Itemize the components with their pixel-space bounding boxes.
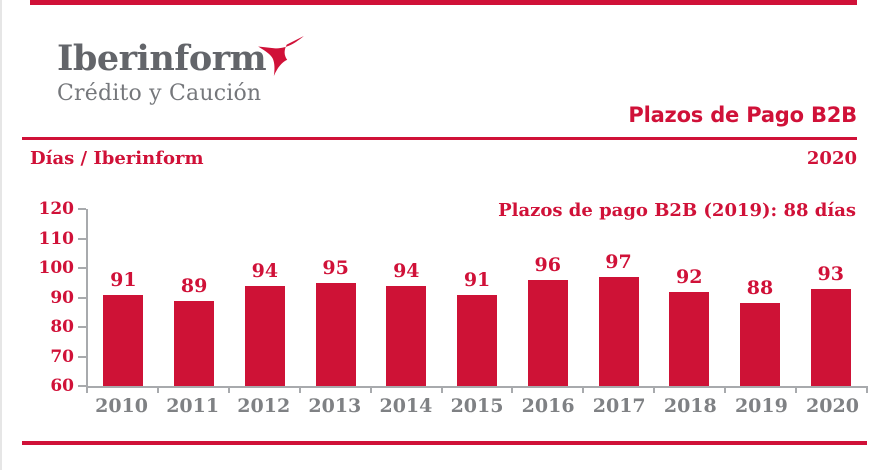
year-label: 2012 — [237, 395, 291, 417]
bar — [103, 294, 144, 386]
y-axis-tick — [78, 267, 86, 269]
year-label: 2013 — [308, 395, 362, 417]
x-axis-tick — [440, 388, 443, 393]
x-axis-tick — [653, 388, 656, 393]
y-axis-tick — [78, 385, 86, 387]
bar-value-label: 94 — [251, 259, 279, 282]
y-axis-tick — [78, 296, 86, 299]
bar-value-label: 91 — [463, 268, 491, 291]
bar-slot: 94 — [229, 209, 300, 386]
bar-slot: 89 — [159, 209, 230, 386]
bar — [457, 294, 498, 386]
bar — [386, 285, 427, 386]
x-axis-tick — [866, 388, 868, 393]
bar-slot: 95 — [300, 209, 371, 386]
year-label: 2016 — [521, 395, 575, 417]
x-axis-tick — [795, 388, 798, 393]
x-axis-tick — [86, 388, 88, 393]
year-label: 2020 — [806, 395, 859, 417]
report-year: 2020 — [806, 148, 857, 169]
x-axis-tick — [227, 388, 230, 393]
x-axis-labels: 2010 2011 2012 2013 2014 2015 2016 2017 2018 2019… — [86, 395, 868, 417]
bar-chart: 91 89 94 95 94 91 96 97 92 88 93 2010 2011 2012 2013 2… — [28, 199, 870, 435]
logo-subtitle: Crédito y Caución — [57, 80, 262, 106]
y-axis-label: 100 — [38, 258, 75, 278]
weathervane-icon — [258, 36, 304, 76]
bar — [598, 276, 639, 386]
bar — [810, 288, 851, 386]
bar-slot: 94 — [371, 209, 442, 386]
bar-value-label: 95 — [322, 256, 349, 279]
bar — [174, 300, 215, 386]
year-label: 2011 — [166, 395, 220, 417]
bar-value-label: 91 — [110, 268, 137, 291]
year-label: 2018 — [663, 395, 717, 417]
bar — [315, 282, 356, 386]
header-rule — [22, 137, 857, 140]
bar-slot: 91 — [442, 209, 513, 386]
x-axis-tick — [724, 388, 727, 393]
page-left-border — [0, 0, 2, 470]
bar-value-label: 92 — [676, 265, 703, 288]
x-axis-tick — [511, 388, 514, 393]
bar-slot: 92 — [654, 209, 725, 386]
logo-wordmark: Iberinform — [57, 38, 267, 79]
year-label: 2014 — [379, 395, 433, 417]
y-axis-label: 70 — [50, 346, 74, 367]
bar-slot: 93 — [795, 209, 866, 386]
y-axis-label: 110 — [38, 228, 75, 249]
bar-value-label: 88 — [746, 277, 774, 300]
bar-slot: 97 — [583, 209, 654, 386]
bottom-rule — [22, 441, 867, 445]
x-axis-tick — [298, 388, 301, 393]
bar-slot: 91 — [88, 209, 159, 386]
bar — [527, 279, 568, 386]
top-rule — [30, 0, 857, 5]
x-axis-tick — [369, 388, 372, 393]
bar-value-label: 96 — [534, 253, 561, 276]
bar-value-label: 93 — [817, 262, 844, 285]
y-axis-line — [86, 209, 88, 388]
y-axis-label: 60 — [50, 376, 74, 396]
axis-units-caption: Días / Iberinform — [30, 148, 204, 169]
x-axis-line — [86, 386, 868, 388]
y-axis-tick — [78, 208, 86, 210]
y-axis-tick — [78, 237, 86, 240]
bars-area: 91 89 94 95 94 91 96 97 92 88 93 — [88, 209, 866, 386]
report-title: Plazos de Pago B2B — [628, 103, 857, 127]
y-axis-label: 90 — [50, 287, 74, 308]
bar-slot: 88 — [725, 209, 796, 386]
bar-value-label: 89 — [180, 274, 208, 297]
year-label: 2019 — [734, 395, 788, 417]
y-axis-tick — [78, 326, 86, 328]
bar — [669, 291, 710, 386]
y-axis-label: 80 — [50, 317, 74, 337]
year-label: 2017 — [592, 395, 646, 417]
x-axis-tick — [156, 388, 159, 393]
bar — [244, 285, 285, 386]
y-axis-label: 120 — [38, 199, 75, 219]
bar-value-label: 94 — [393, 259, 420, 282]
year-label: 2010 — [95, 395, 148, 417]
x-axis-tick — [582, 388, 585, 393]
bar-slot: 96 — [512, 209, 583, 386]
y-axis-tick — [78, 355, 86, 358]
chart-annotation: Plazos de pago B2B (2019): 88 días — [498, 200, 856, 221]
bar — [739, 303, 780, 386]
year-label: 2015 — [450, 395, 504, 417]
bar-value-label: 97 — [605, 250, 632, 273]
brand-logo: Iberinform Crédito y Caución — [57, 38, 267, 106]
